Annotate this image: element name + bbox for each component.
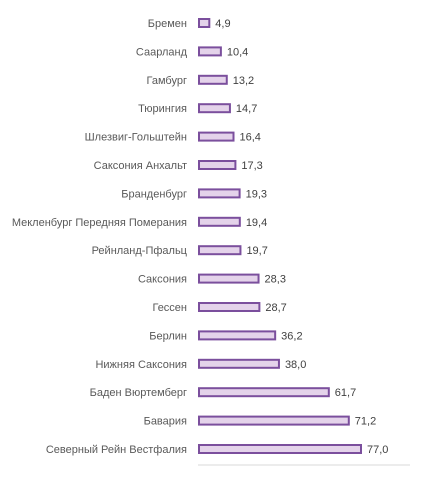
value-label: 71,2 — [355, 416, 376, 428]
bar — [198, 46, 222, 57]
value-label: 28,7 — [265, 302, 286, 314]
value-label: 14,7 — [236, 103, 257, 115]
bar — [198, 18, 211, 28]
value-label: 38,0 — [285, 359, 306, 371]
category-label: Баден Вюртемберг — [90, 387, 187, 399]
category-label: Северный Рейн Вестфалия — [46, 444, 187, 456]
bar-group: Бавария 71,2 — [144, 415, 376, 428]
bar — [198, 103, 231, 114]
value-label: 77,0 — [367, 444, 388, 456]
bar — [198, 216, 241, 227]
bar-group: Гамбург 13,2 — [147, 74, 254, 87]
bar — [198, 302, 261, 312]
category-label: Саксония — [138, 274, 187, 286]
bar-group: Саарланд 10,4 — [136, 46, 248, 58]
category-label: Бремен — [148, 18, 187, 30]
bar-group: Берлин 36,2 — [149, 330, 303, 342]
category-label: Нижняя Саксония — [95, 359, 187, 371]
value-label: 17,3 — [241, 160, 262, 172]
bar-group: Рейнланд-Пфальц 19,7 — [92, 245, 268, 257]
category-label: Бавария — [144, 416, 187, 428]
bar — [198, 330, 277, 341]
category-label: Гамбург — [147, 75, 187, 87]
bar-group: Шлезвиг-Гольштейн 16,4 — [85, 131, 261, 144]
category-label: Бранденбург — [121, 188, 187, 200]
value-label: 28,3 — [265, 274, 286, 286]
value-label: 16,4 — [240, 132, 261, 144]
value-label: 61,7 — [335, 387, 356, 399]
category-label: Мекленбург Передняя Померания — [12, 217, 187, 229]
bar-group: Бремен 4,9 — [148, 18, 231, 30]
category-label: Шлезвиг-Гольштейн — [85, 132, 187, 144]
bar-group: Мекленбург Передняя Померания 19,4 — [12, 216, 267, 229]
bar-group: Нижняя Саксония 38,0 — [95, 358, 306, 371]
bars-layer: Бремен 4,9 Саарланд 10,4 Гамбург 13,2 Тюрингия… — [12, 18, 388, 456]
bar — [198, 74, 228, 85]
bar — [198, 387, 330, 398]
category-label: Саарланд — [136, 46, 188, 58]
value-label: 19,4 — [246, 217, 267, 229]
value-label: 10,4 — [227, 46, 248, 58]
bar-group: Бранденбург 19,3 — [121, 188, 267, 200]
bar — [198, 131, 235, 142]
value-label: 19,7 — [246, 245, 267, 257]
bar — [198, 415, 350, 426]
bar — [198, 188, 241, 199]
bar-group: Гессен 28,7 — [152, 302, 287, 314]
category-label: Берлин — [149, 330, 187, 342]
bar-group: Северный Рейн Вестфалия 77,0 — [46, 444, 388, 456]
value-label: 13,2 — [233, 75, 254, 87]
bar-group: Тюрингия 14,7 — [138, 103, 257, 115]
category-label: Рейнланд-Пфальц — [92, 245, 188, 257]
bar — [198, 273, 260, 284]
category-label: Гессен — [152, 302, 187, 314]
bar-group: Саксония Анхальт 17,3 — [94, 160, 263, 172]
bar-group: Саксония 28,3 — [138, 273, 286, 286]
category-label: Саксония Анхальт — [94, 160, 187, 172]
bar — [198, 444, 362, 454]
value-label: 19,3 — [246, 188, 267, 200]
value-label: 4,9 — [215, 18, 230, 30]
bar — [198, 245, 242, 256]
category-label: Тюрингия — [138, 103, 187, 115]
bar — [198, 160, 237, 170]
bar — [198, 358, 280, 369]
bar-group: Баден Вюртемберг 61,7 — [90, 387, 356, 399]
value-label: 36,2 — [281, 330, 302, 342]
